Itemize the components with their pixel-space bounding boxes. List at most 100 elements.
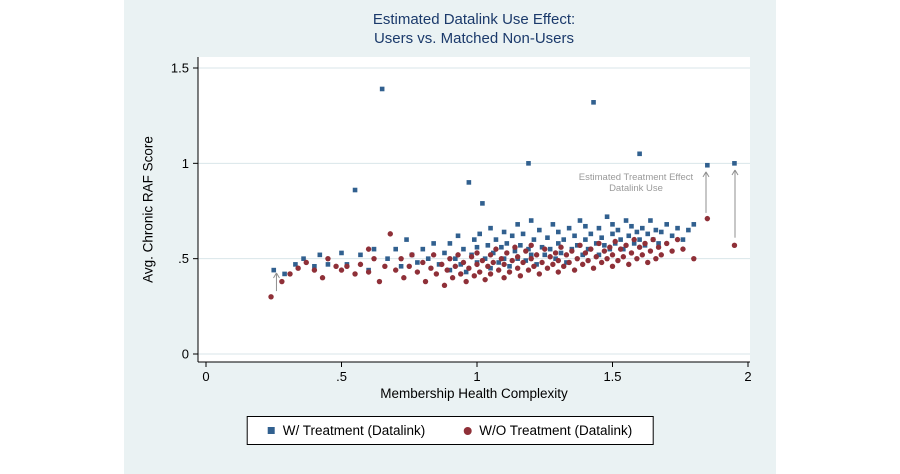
- scatter-point-untreated: [528, 255, 534, 262]
- scatter-point-untreated: [501, 275, 507, 281]
- scatter-point-treated: [515, 222, 520, 227]
- scatter-point-treated: [442, 250, 447, 256]
- scatter-point-untreated: [653, 255, 659, 262]
- annotation-line2: Datalink Use: [609, 183, 663, 194]
- scatter-point-treated: [537, 227, 542, 233]
- scatter-point-treated: [471, 237, 477, 242]
- arrowhead-icon: [702, 171, 707, 178]
- scatter-point-untreated: [601, 248, 608, 254]
- scatter-point-treated: [732, 161, 737, 166]
- scatter-point-untreated: [593, 254, 599, 260]
- scatter-point-untreated: [634, 255, 640, 262]
- scatter-point-untreated: [393, 267, 399, 273]
- scatter-point-untreated: [609, 252, 616, 258]
- scatter-point-treated: [371, 246, 377, 252]
- scatter-point-treated: [637, 237, 642, 242]
- scatter-point-untreated: [598, 259, 605, 266]
- scatter-point-treated: [520, 231, 526, 237]
- scatter-point-treated: [602, 243, 607, 248]
- scatter-point-untreated: [452, 263, 459, 269]
- scatter-point-treated: [488, 225, 493, 231]
- scatter-point-treated: [420, 246, 426, 252]
- scatter-point-untreated: [422, 278, 429, 285]
- scatter-point-treated: [458, 262, 464, 267]
- scatter-point-untreated: [555, 269, 561, 275]
- scatter-point-untreated: [433, 271, 440, 277]
- scatter-point-treated: [545, 235, 550, 240]
- scatter-point-untreated: [365, 246, 372, 252]
- legend-label-with-treatment: W/ Treatment (Datalink): [282, 423, 426, 438]
- scatter-point-treated: [596, 225, 602, 231]
- scatter-point-untreated: [552, 250, 559, 256]
- scatter-point-untreated: [555, 257, 561, 264]
- scatter-point-untreated: [514, 265, 521, 271]
- scatter-point-treated: [631, 241, 637, 246]
- scatter-point-treated: [615, 227, 621, 233]
- scatter-point-treated: [271, 267, 277, 273]
- scatter-point-untreated: [428, 265, 434, 271]
- scatter-point-untreated: [466, 265, 472, 271]
- plot-area: 0 .5 1 1.5 2 0 .5 1 1.5: [171, 57, 752, 384]
- scatter-point-treated: [312, 263, 317, 269]
- scatter-point-treated: [542, 252, 548, 258]
- scatter-point-treated: [629, 223, 634, 229]
- scatter-point-treated: [669, 233, 675, 239]
- scatter-point-untreated: [498, 255, 505, 262]
- scatter-point-treated: [550, 222, 556, 227]
- scatter-point-treated: [461, 246, 466, 252]
- scatter-point-untreated: [463, 278, 469, 285]
- x-tick-label: 1: [473, 369, 480, 384]
- scatter-point-untreated: [268, 294, 274, 300]
- scatter-point-untreated: [279, 278, 285, 285]
- scatter-point-treated: [339, 250, 344, 256]
- plot-background: [198, 57, 750, 362]
- scatter-point-untreated: [531, 263, 537, 269]
- scatter-point-treated: [621, 246, 626, 252]
- scatter-point-untreated: [658, 252, 664, 258]
- scatter-point-untreated: [523, 248, 529, 254]
- scatter-point-untreated: [376, 278, 383, 285]
- scatter-point-untreated: [631, 236, 637, 243]
- scatter-point-treated: [463, 269, 469, 275]
- scatter-point-untreated: [477, 269, 483, 275]
- scatter-point-treated: [447, 241, 453, 246]
- scatter-point-untreated: [612, 238, 618, 245]
- scatter-point-untreated: [512, 244, 518, 250]
- scatter-point-untreated: [439, 261, 445, 268]
- scatter-point-treated: [352, 187, 358, 193]
- scatter-point-untreated: [455, 252, 461, 258]
- scatter-point-untreated: [495, 267, 502, 273]
- scatter-point-treated: [496, 260, 501, 265]
- scatter-point-treated: [485, 243, 491, 248]
- scatter-point-treated: [566, 225, 572, 231]
- scatter-point-treated: [425, 256, 431, 261]
- scatter-point-untreated: [517, 273, 524, 279]
- scatter-point-treated: [490, 250, 496, 256]
- scatter-point-untreated: [371, 255, 377, 262]
- scatter-point-untreated: [585, 257, 591, 264]
- scatter-point-untreated: [539, 259, 545, 266]
- scatter-point-untreated: [623, 242, 629, 249]
- scatter-point-untreated: [514, 254, 521, 260]
- scatter-point-untreated: [547, 254, 553, 260]
- arrowhead-icon: [276, 272, 280, 279]
- scatter-point-untreated: [607, 244, 613, 250]
- scatter-point-treated: [398, 263, 404, 269]
- scatter-point-untreated: [520, 259, 526, 266]
- scatter-point-untreated: [398, 255, 404, 262]
- scatter-point-treated: [466, 180, 472, 185]
- scatter-point-untreated: [319, 275, 326, 281]
- scatter-point-untreated: [563, 252, 570, 258]
- scatter-point-untreated: [487, 252, 494, 258]
- scatter-point-treated: [317, 252, 323, 258]
- scatter-point-treated: [415, 260, 420, 265]
- scatter-point-treated: [301, 256, 306, 261]
- scatter-point-untreated: [333, 263, 339, 269]
- legend-label-without-treatment: W/O Treatment (Datalink): [479, 423, 633, 438]
- scatter-point-untreated: [571, 267, 578, 273]
- scatter-point-treated: [393, 246, 398, 252]
- scatter-point-untreated: [409, 252, 415, 258]
- scatter-point-untreated: [352, 271, 358, 277]
- chart-title-line1: Estimated Datalink Use Effect:: [372, 11, 576, 28]
- scatter-point-treated: [493, 237, 499, 242]
